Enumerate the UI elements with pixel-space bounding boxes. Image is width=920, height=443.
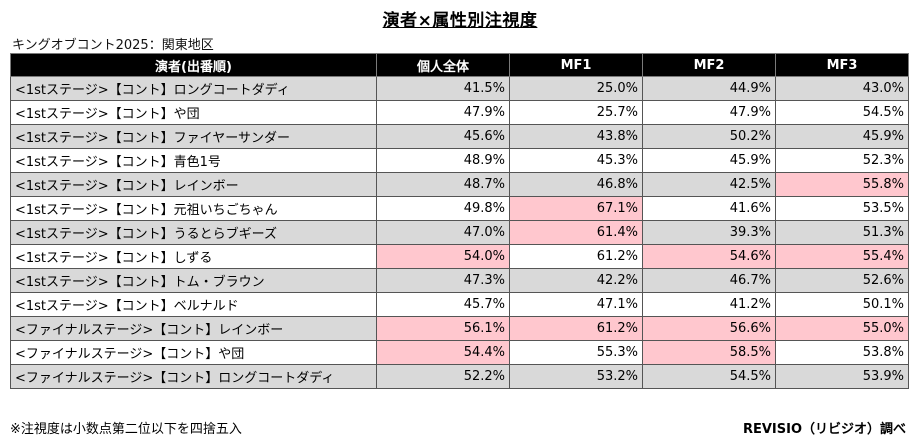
overall-value-cell: 41.5% bbox=[376, 76, 510, 101]
table-row: <1stステージ>【コント】ロングコートダディ 41.5% 25.0% 44.9% 43… bbox=[10, 76, 909, 101]
mf1-value-cell: 61.4% bbox=[509, 220, 643, 245]
mf2-value-cell: 41.2% bbox=[642, 292, 776, 317]
mf3-value-cell: 53.5% bbox=[775, 196, 909, 221]
table-row: <1stステージ>【コント】青色1号 48.9% 45.3% 45.9% 52.3% bbox=[10, 148, 909, 173]
mf1-value-cell: 25.7% bbox=[509, 100, 643, 125]
overall-value-cell: 49.8% bbox=[376, 196, 510, 221]
overall-value-cell: 47.0% bbox=[376, 220, 510, 245]
mf1-value-cell: 25.0% bbox=[509, 76, 643, 101]
column-header-performer: 演者(出番順) bbox=[10, 53, 377, 77]
table-row: <1stステージ>【コント】しずる 54.0% 61.2% 54.6% 55.4% bbox=[10, 244, 909, 269]
source-credit: REVISIO（リビジオ）調べ bbox=[742, 422, 906, 437]
mf1-value-cell: 45.3% bbox=[509, 148, 643, 173]
page-subtitle: キングオブコント2025：関東地区 bbox=[12, 38, 214, 53]
mf1-value-cell: 53.2% bbox=[509, 364, 643, 389]
mf3-value-cell: 54.5% bbox=[775, 100, 909, 125]
mf2-value-cell: 54.6% bbox=[642, 244, 776, 269]
mf1-value-cell: 67.1% bbox=[509, 196, 643, 221]
mf2-value-cell: 46.7% bbox=[642, 268, 776, 293]
overall-value-cell: 52.2% bbox=[376, 364, 510, 389]
page-title: 演者×属性別注視度 bbox=[382, 11, 538, 31]
performer-name-cell: <ファイナルステージ>【コント】や団 bbox=[10, 340, 377, 365]
overall-value-cell: 47.9% bbox=[376, 100, 510, 125]
mf3-value-cell: 50.1% bbox=[775, 292, 909, 317]
mf1-value-cell: 43.8% bbox=[509, 124, 643, 149]
overall-value-cell: 56.1% bbox=[376, 316, 510, 341]
mf2-value-cell: 50.2% bbox=[642, 124, 776, 149]
performer-name-cell: <1stステージ>【コント】ロングコートダディ bbox=[10, 76, 377, 101]
mf2-value-cell: 54.5% bbox=[642, 364, 776, 389]
mf3-value-cell: 45.9% bbox=[775, 124, 909, 149]
overall-value-cell: 48.7% bbox=[376, 172, 510, 197]
table-row: <ファイナルステージ>【コント】ロングコートダディ 52.2% 53.2% 54.5%… bbox=[10, 364, 909, 389]
table-row: <1stステージ>【コント】うるとらブギーズ 47.0% 61.4% 39.3% 51.… bbox=[10, 220, 909, 245]
table-row: <1stステージ>【コント】や団 47.9% 25.7% 47.9% 54.5% bbox=[10, 100, 909, 125]
mf2-value-cell: 44.9% bbox=[642, 76, 776, 101]
mf3-value-cell: 55.4% bbox=[775, 244, 909, 269]
table-header-row: 演者(出番順) 個人全体 MF1 MF2 MF3 bbox=[10, 53, 909, 77]
performer-name-cell: <1stステージ>【コント】元祖いちごちゃん bbox=[10, 196, 377, 221]
overall-value-cell: 45.7% bbox=[376, 292, 510, 317]
performer-name-cell: <ファイナルステージ>【コント】レインボー bbox=[10, 316, 377, 341]
overall-value-cell: 47.3% bbox=[376, 268, 510, 293]
table-row: <1stステージ>【コント】レインボー 48.7% 46.8% 42.5% 55.8% bbox=[10, 172, 909, 197]
performer-name-cell: <1stステージ>【コント】うるとらブギーズ bbox=[10, 220, 377, 245]
performer-name-cell: <ファイナルステージ>【コント】ロングコートダディ bbox=[10, 364, 377, 389]
mf2-value-cell: 42.5% bbox=[642, 172, 776, 197]
mf3-value-cell: 51.3% bbox=[775, 220, 909, 245]
overall-value-cell: 45.6% bbox=[376, 124, 510, 149]
overall-value-cell: 48.9% bbox=[376, 148, 510, 173]
table-row: <ファイナルステージ>【コント】や団 54.4% 55.3% 58.5% 53.8% bbox=[10, 340, 909, 365]
performer-name-cell: <1stステージ>【コント】しずる bbox=[10, 244, 377, 269]
mf1-value-cell: 61.2% bbox=[509, 316, 643, 341]
mf3-value-cell: 55.0% bbox=[775, 316, 909, 341]
mf3-value-cell: 52.3% bbox=[775, 148, 909, 173]
column-header-mf3: MF3 bbox=[775, 53, 909, 77]
mf2-value-cell: 47.9% bbox=[642, 100, 776, 125]
table-row: <1stステージ>【コント】元祖いちごちゃん 49.8% 67.1% 41.6% 53.… bbox=[10, 196, 909, 221]
overall-value-cell: 54.0% bbox=[376, 244, 510, 269]
performer-name-cell: <1stステージ>【コント】や団 bbox=[10, 100, 377, 125]
performer-name-cell: <1stステージ>【コント】ファイヤーサンダー bbox=[10, 124, 377, 149]
table-row: <1stステージ>【コント】ファイヤーサンダー 45.6% 43.8% 50.2% 45… bbox=[10, 124, 909, 149]
attention-table: 演者(出番順) 個人全体 MF1 MF2 MF3 <1stステージ>【コント】ロ… bbox=[10, 53, 909, 389]
mf2-value-cell: 56.6% bbox=[642, 316, 776, 341]
table-row: <1stステージ>【コント】ベルナルド 45.7% 47.1% 41.2% 50.1% bbox=[10, 292, 909, 317]
mf2-value-cell: 41.6% bbox=[642, 196, 776, 221]
mf3-value-cell: 53.9% bbox=[775, 364, 909, 389]
mf1-value-cell: 55.3% bbox=[509, 340, 643, 365]
performer-name-cell: <1stステージ>【コント】青色1号 bbox=[10, 148, 377, 173]
mf1-value-cell: 47.1% bbox=[509, 292, 643, 317]
table-body: <1stステージ>【コント】ロングコートダディ 41.5% 25.0% 44.9% 43… bbox=[10, 76, 909, 389]
table-row: <ファイナルステージ>【コント】レインボー 56.1% 61.2% 56.6% 55.0… bbox=[10, 316, 909, 341]
mf2-value-cell: 45.9% bbox=[642, 148, 776, 173]
column-header-mf2: MF2 bbox=[642, 53, 776, 77]
performer-name-cell: <1stステージ>【コント】トム・ブラウン bbox=[10, 268, 377, 293]
performer-name-cell: <1stステージ>【コント】ベルナルド bbox=[10, 292, 377, 317]
mf3-value-cell: 43.0% bbox=[775, 76, 909, 101]
footnote: ※注視度は小数点第二位以下を四捨五入 bbox=[10, 422, 242, 437]
mf2-value-cell: 58.5% bbox=[642, 340, 776, 365]
mf1-value-cell: 46.8% bbox=[509, 172, 643, 197]
mf2-value-cell: 39.3% bbox=[642, 220, 776, 245]
overall-value-cell: 54.4% bbox=[376, 340, 510, 365]
performer-name-cell: <1stステージ>【コント】レインボー bbox=[10, 172, 377, 197]
mf3-value-cell: 53.8% bbox=[775, 340, 909, 365]
mf1-value-cell: 61.2% bbox=[509, 244, 643, 269]
column-header-mf1: MF1 bbox=[509, 53, 643, 77]
table-row: <1stステージ>【コント】トム・ブラウン 47.3% 42.2% 46.7% 52.6… bbox=[10, 268, 909, 293]
mf1-value-cell: 42.2% bbox=[509, 268, 643, 293]
column-header-overall: 個人全体 bbox=[376, 53, 510, 77]
mf3-value-cell: 55.8% bbox=[775, 172, 909, 197]
mf3-value-cell: 52.6% bbox=[775, 268, 909, 293]
